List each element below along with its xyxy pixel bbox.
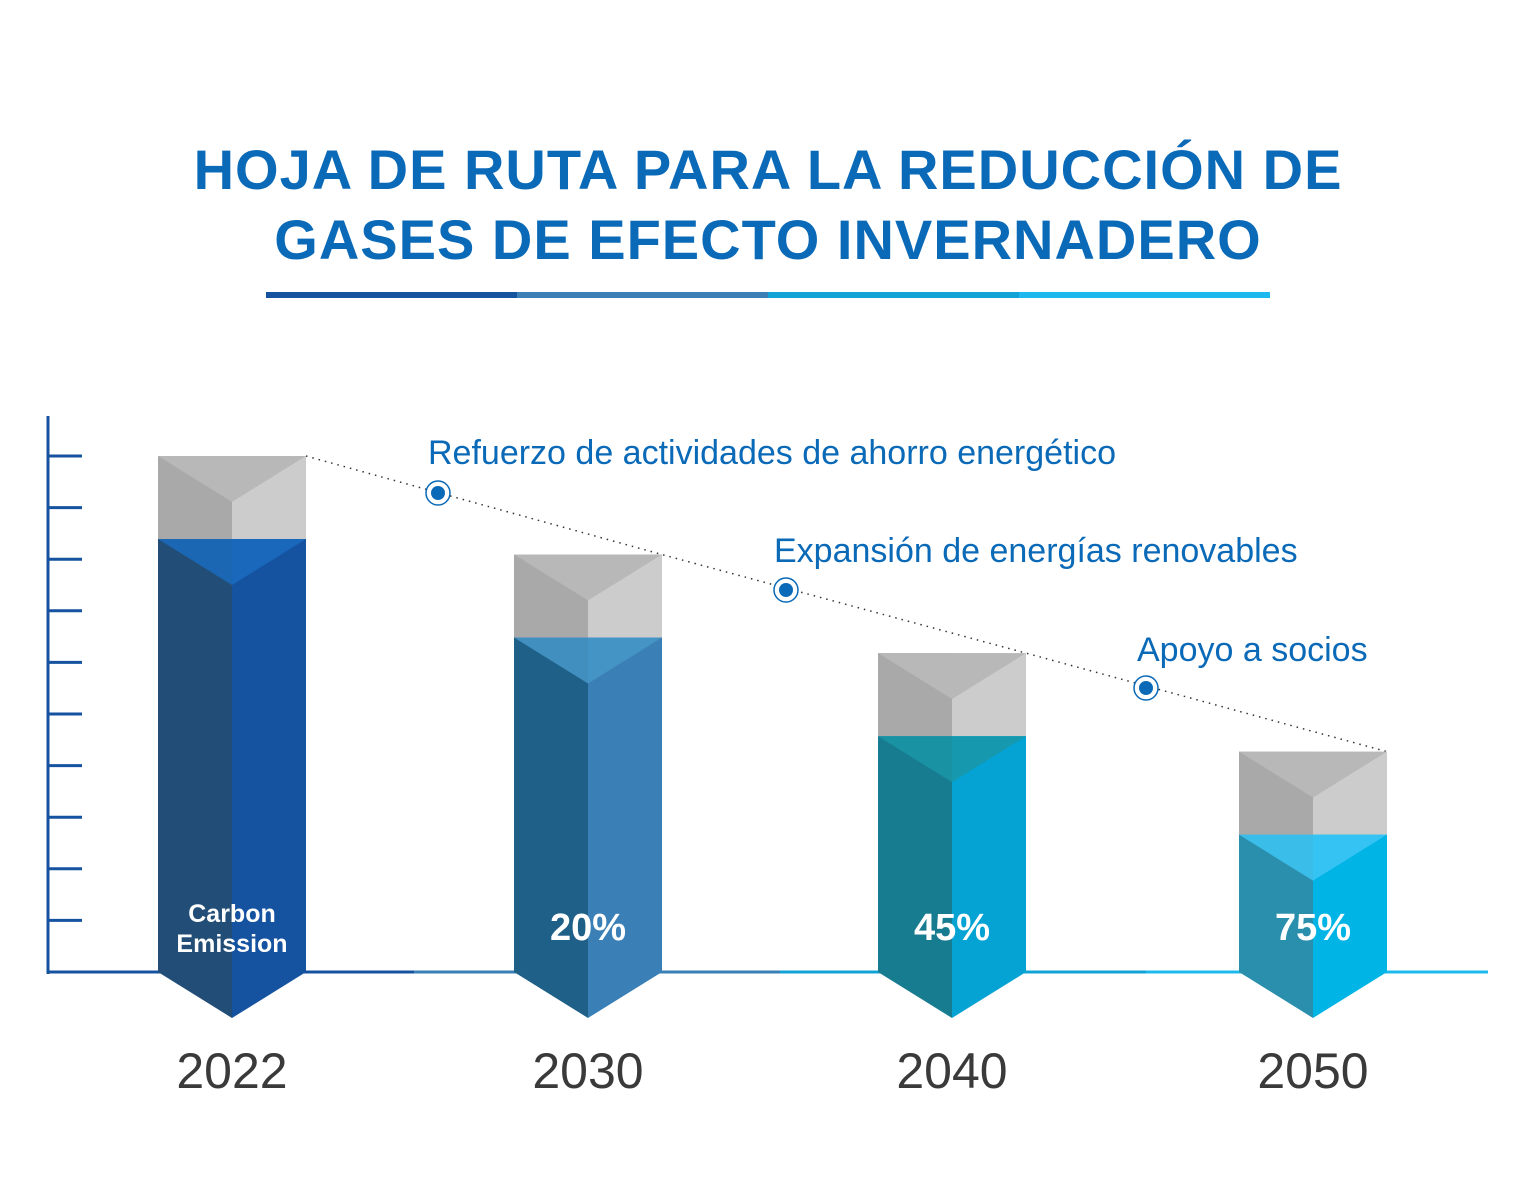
bar-top-chevron <box>158 539 306 585</box>
bar-top-chevron <box>878 736 1026 783</box>
title-underline <box>266 292 1270 298</box>
bar-body-right <box>1313 834 1387 1018</box>
bar-label: 20% <box>550 907 626 949</box>
bar-label: 45% <box>914 907 990 949</box>
bar-cap-left-face <box>514 554 588 601</box>
chart-title: HOJA DE RUTA PARA LA REDUCCIÓN DE GASES … <box>0 135 1536 275</box>
bar-cap-face <box>1239 751 1387 798</box>
bar-body-right <box>232 539 306 1018</box>
bar-body-left <box>878 736 952 1018</box>
annotation-marker-dot <box>431 486 445 500</box>
title-line-1: HOJA DE RUTA PARA LA REDUCCIÓN DE <box>193 138 1343 201</box>
bar-label: Emission <box>176 930 287 958</box>
bar-cap-left-face <box>158 456 232 502</box>
x-tick-label: 2030 <box>532 1043 643 1099</box>
annotation-marker-dot <box>1139 681 1153 695</box>
annotation-label: Expansión de energías renovables <box>774 532 1298 570</box>
title-line-2: GASES DE EFECTO INVERNADERO <box>274 208 1262 271</box>
bar-cap-right-face <box>1313 751 1387 798</box>
x-tick-label: 2022 <box>176 1043 287 1099</box>
bar-cap-left-face <box>1239 751 1313 798</box>
annotation-label: Refuerzo de actividades de ahorro energé… <box>428 434 1116 472</box>
bar-body-left <box>1239 834 1313 1018</box>
x-tick-label: 2040 <box>896 1043 1007 1099</box>
annotation-marker-dot <box>779 583 793 597</box>
bar-cap-face <box>514 554 662 601</box>
bar-label: 75% <box>1275 907 1351 949</box>
bar-cap-face <box>158 456 306 502</box>
bar-label: Carbon <box>188 900 276 928</box>
bar-cap-right-face <box>232 456 306 502</box>
bar-body-left <box>158 539 232 1018</box>
bar-cap-right-face <box>952 653 1026 700</box>
trend-line <box>305 455 1388 753</box>
bar-cap-right-face <box>588 554 662 601</box>
bar-body-right <box>952 736 1026 1018</box>
bar-cap-face <box>878 653 1026 700</box>
x-tick-label: 2050 <box>1257 1043 1368 1099</box>
bar-top-chevron <box>1239 834 1387 881</box>
bar-top-chevron <box>514 637 662 684</box>
bar-body-right <box>588 637 662 1018</box>
bar-body-left <box>514 637 588 1018</box>
annotation-label: Apoyo a socios <box>1137 631 1368 669</box>
bar-cap-left-face <box>878 653 952 700</box>
